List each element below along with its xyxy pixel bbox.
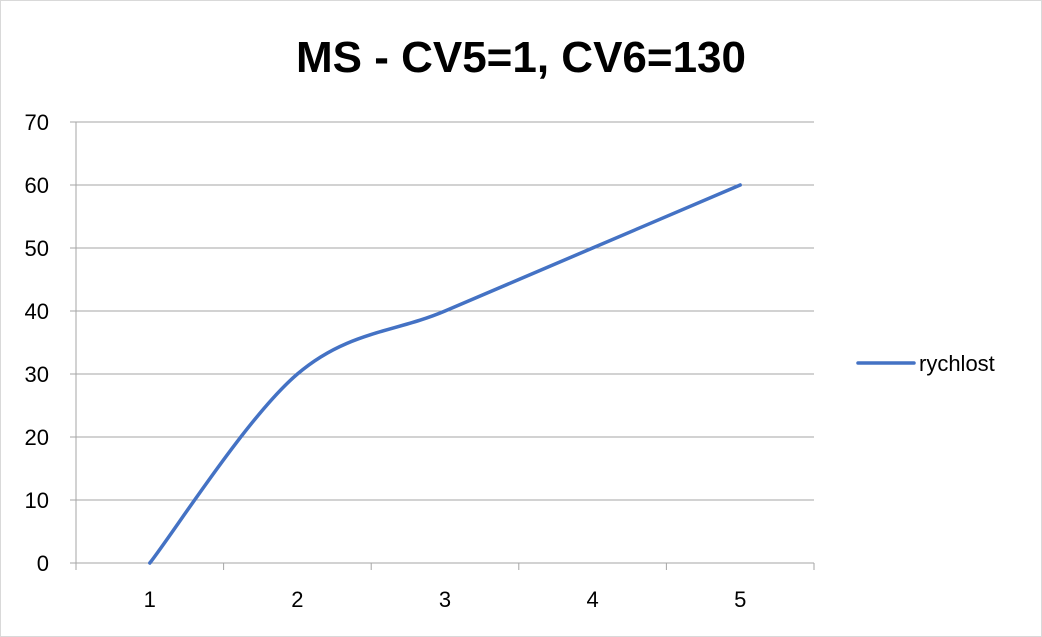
y-tick-label: 0 <box>37 551 49 576</box>
series-line-rychlost <box>148 183 742 565</box>
legend-label: rychlost <box>919 351 995 376</box>
y-tick-label: 70 <box>25 110 49 135</box>
y-tick-label: 60 <box>25 173 49 198</box>
x-axis-ticks: 1 2 3 4 5 <box>144 587 747 612</box>
y-tick-label: 50 <box>25 236 49 261</box>
gridlines <box>76 121 814 501</box>
x-tick-label: 1 <box>144 587 156 612</box>
legend: rychlost <box>856 351 995 376</box>
y-tick-label: 30 <box>25 362 49 387</box>
y-tick-label: 10 <box>25 488 49 513</box>
axes <box>70 121 815 570</box>
y-axis-ticks: 0 10 20 30 40 50 60 70 <box>25 110 49 576</box>
chart-title: MS - CV5=1, CV6=130 <box>295 33 746 82</box>
y-tick-label: 20 <box>25 425 49 450</box>
series-lines <box>148 183 742 565</box>
x-tick-label: 5 <box>734 587 746 612</box>
x-tick-label: 3 <box>439 587 451 612</box>
y-tick-label: 40 <box>25 299 49 324</box>
x-tick-label: 4 <box>586 587 598 612</box>
x-tick-label: 2 <box>291 587 303 612</box>
